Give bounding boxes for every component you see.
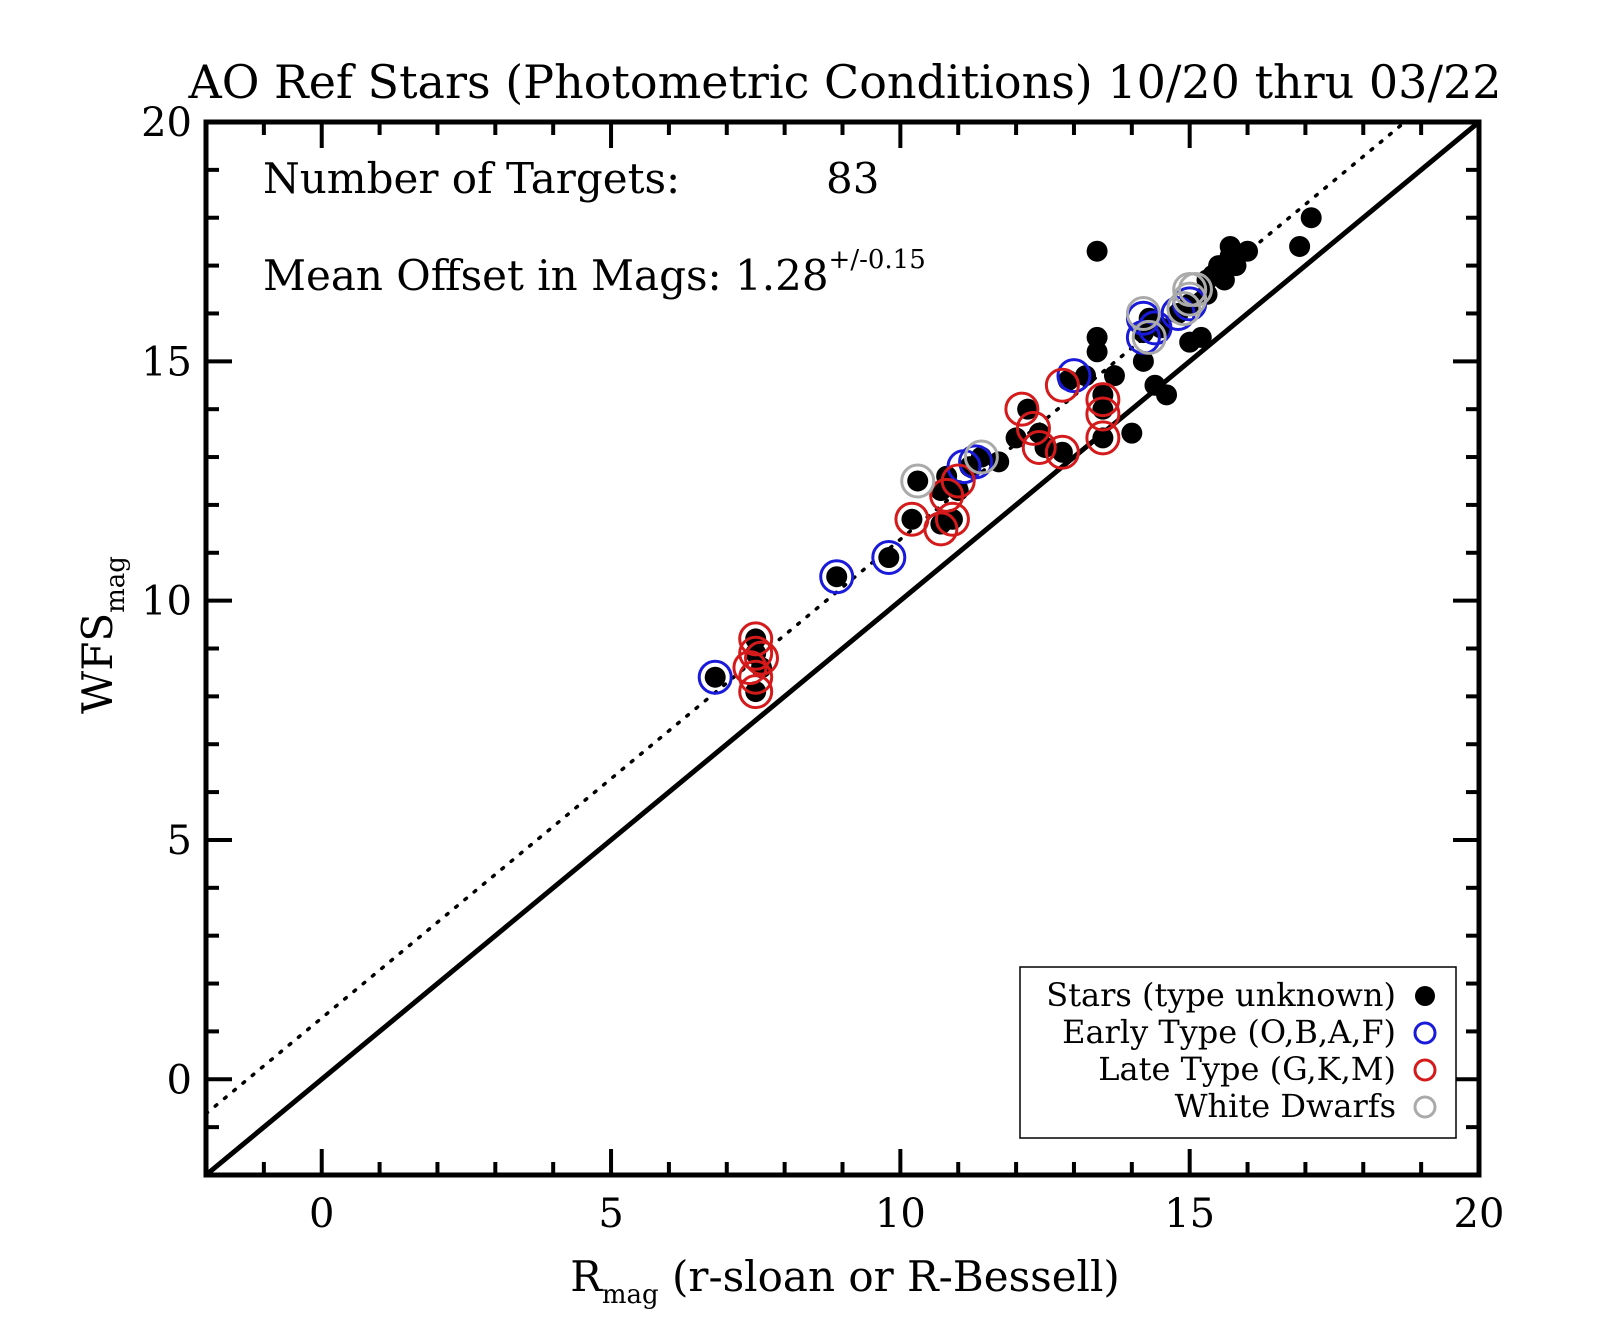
axis-ticks — [204, 120, 1481, 1177]
typed-star-ring — [697, 659, 733, 695]
typed-star-ring — [743, 640, 779, 676]
series-1 — [697, 286, 1208, 695]
star-point — [1086, 326, 1108, 348]
typed-star-ring — [940, 463, 976, 499]
y-tick-label: 15 — [141, 339, 192, 385]
star-point — [1300, 207, 1322, 229]
star-point — [1219, 235, 1241, 257]
typed-star-ring — [1021, 429, 1057, 465]
typed-star-ring — [738, 659, 774, 695]
star-point — [1121, 422, 1143, 444]
typed-star-ring — [1085, 382, 1121, 418]
star-point — [1213, 269, 1235, 291]
axis-tick-labels: 0 5 10 15 20 0 5 10 15 20 — [141, 100, 1504, 1237]
x-axis-label-main: R — [570, 1252, 603, 1301]
x-tick-label: 0 — [309, 1191, 334, 1237]
star-point — [1156, 384, 1178, 406]
legend-marker-early — [1413, 1021, 1437, 1045]
series-3 — [900, 272, 1213, 499]
star-point — [704, 666, 726, 688]
typed-star-ring — [934, 501, 970, 537]
legend-label-late: Late Type (G,K,M) — [1098, 1050, 1396, 1088]
x-axis-label-sub: mag — [602, 1280, 659, 1310]
legend-box — [1019, 966, 1457, 1139]
typed-star-ring — [1004, 391, 1040, 427]
legend-label-stars: Stars (type unknown) — [1046, 976, 1396, 1014]
x-axis-label: Rmag (r-sloan or R-Bessell) — [570, 1252, 1120, 1310]
typed-star-ring — [923, 511, 959, 547]
legend-marker-late — [1413, 1058, 1437, 1082]
star-point — [1086, 341, 1108, 363]
y-axis-label-main: WFS — [73, 613, 122, 714]
y-tick-label: 0 — [167, 1057, 192, 1103]
typed-star-ring — [1085, 420, 1121, 456]
star-point — [826, 566, 848, 588]
star-point — [1092, 427, 1114, 449]
typed-star-ring — [963, 439, 999, 475]
x-axis-label-rest: (r-sloan or R-Bessell) — [659, 1252, 1120, 1301]
series-2 — [732, 367, 1121, 710]
star-point — [745, 628, 767, 650]
star-point — [1051, 441, 1073, 463]
one-to-one-line — [204, 120, 1481, 1177]
typed-star-ring — [958, 444, 994, 480]
typed-star-ring — [1177, 272, 1213, 308]
chart-title: AO Ref Stars (Photometric Conditions) 10… — [188, 55, 1502, 109]
x-tick-label: 5 — [598, 1191, 623, 1237]
typed-star-ring — [871, 540, 907, 576]
y-tick-label: 10 — [141, 579, 192, 625]
typed-star-ring — [1044, 434, 1080, 470]
typed-star-ring — [1166, 291, 1202, 327]
x-tick-label: 15 — [1164, 1191, 1215, 1237]
star-point — [1017, 398, 1039, 420]
typed-star-ring — [819, 559, 855, 595]
y-axis-label-sub: mag — [101, 556, 131, 613]
star-point — [745, 681, 767, 703]
star-point — [1190, 326, 1212, 348]
star-point — [1225, 255, 1247, 277]
data-points — [697, 207, 1322, 710]
star-point — [901, 508, 923, 530]
typed-star-ring — [732, 650, 768, 686]
targets-value: 83 — [826, 154, 879, 203]
legend-label-white-dwarfs: White Dwarfs — [1175, 1087, 1396, 1125]
y-axis-label: WFSmag — [73, 556, 131, 714]
typed-star-ring — [900, 463, 936, 499]
y-tick-label: 5 — [167, 818, 192, 864]
mean-offset-uncertainty: +/-0.15 — [829, 245, 926, 275]
star-point — [1075, 365, 1097, 387]
mean-offset-text: Mean Offset in Mags: 1.28 — [263, 251, 829, 300]
star-point — [1103, 365, 1125, 387]
legend-label-early: Early Type (O,B,A,F) — [1062, 1013, 1396, 1051]
legend-marker-stars — [1415, 986, 1435, 1006]
typed-star-ring — [1085, 396, 1121, 432]
x-tick-label: 10 — [875, 1191, 926, 1237]
star-point — [878, 547, 900, 569]
y-tick-label: 20 — [141, 100, 192, 146]
typed-star-ring — [1131, 319, 1167, 355]
targets-label: Number of Targets: — [263, 154, 680, 203]
x-tick-label: 20 — [1454, 1191, 1505, 1237]
star-point — [1005, 427, 1027, 449]
typed-star-ring — [1056, 358, 1092, 394]
star-point — [1132, 350, 1154, 372]
typed-star-ring — [1125, 295, 1161, 331]
typed-star-ring — [1172, 281, 1208, 317]
star-point — [1086, 240, 1108, 262]
star-point — [907, 470, 929, 492]
typed-star-ring — [738, 674, 774, 710]
star-point — [1289, 235, 1311, 257]
typed-star-ring — [738, 621, 774, 657]
typed-star-ring — [1044, 367, 1080, 403]
star-point — [1237, 240, 1259, 262]
typed-star-ring — [738, 635, 774, 671]
mean-offset-label: Mean Offset in Mags: 1.28+/-0.15 — [263, 245, 926, 300]
legend: Stars (type unknown) Early Type (O,B,A,F… — [1019, 966, 1457, 1139]
legend-marker-white-dwarfs — [1413, 1095, 1437, 1119]
typed-star-ring — [1015, 410, 1051, 446]
